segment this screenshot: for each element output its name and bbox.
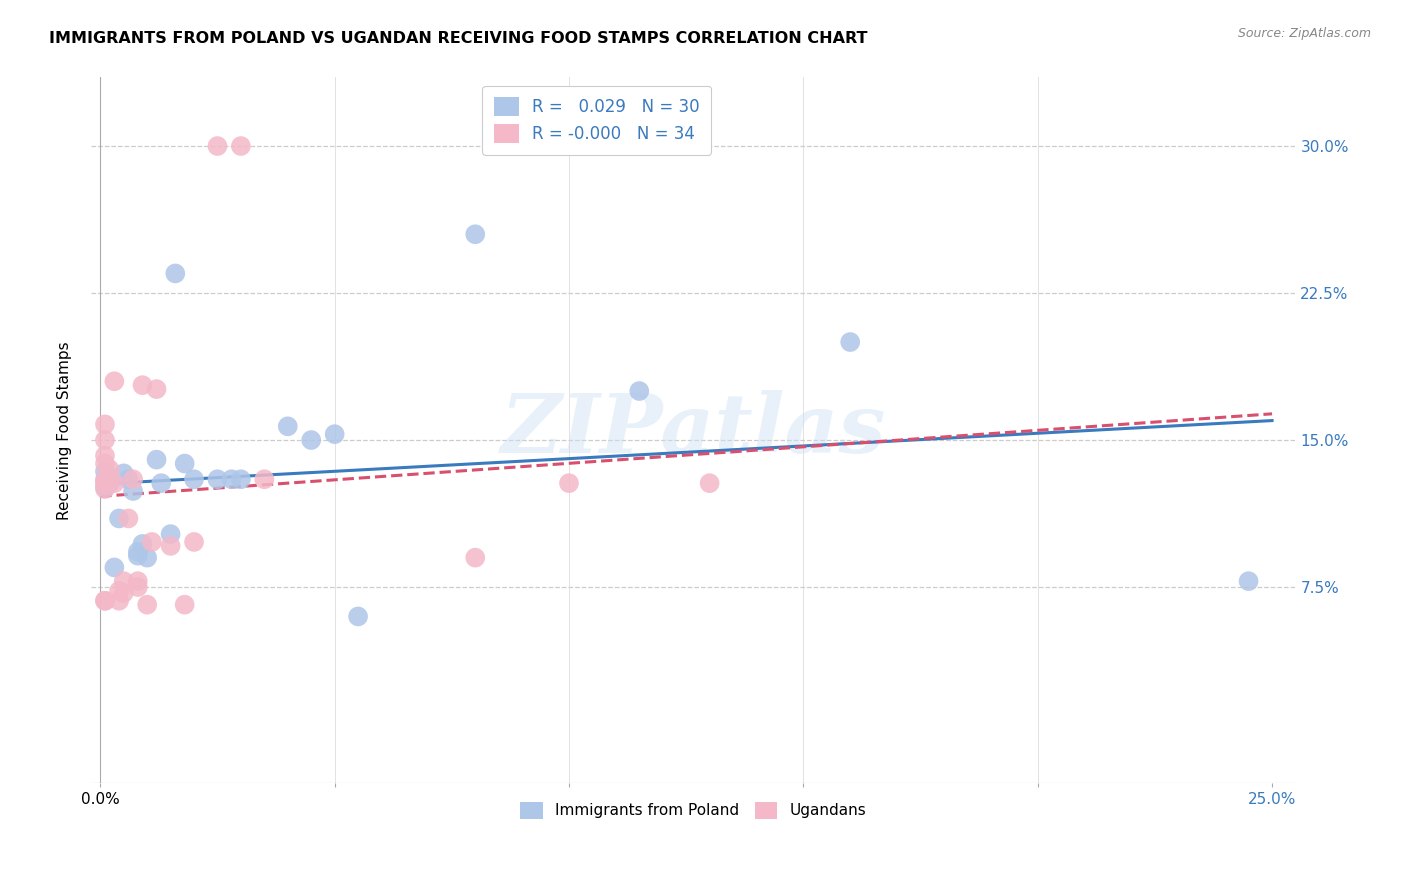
Point: [323, 427, 346, 442]
Point: [173, 598, 195, 612]
Point: [94, 464, 117, 478]
Text: Source: ZipAtlas.com: Source: ZipAtlas.com: [1237, 27, 1371, 40]
Point: [839, 334, 862, 349]
Point: [699, 476, 721, 491]
Point: [558, 476, 581, 491]
Text: ZIPatlas: ZIPatlas: [501, 390, 886, 470]
Point: [173, 457, 195, 471]
Point: [112, 574, 135, 589]
Point: [141, 535, 163, 549]
Point: [94, 593, 117, 607]
Point: [347, 609, 370, 624]
Point: [94, 449, 117, 463]
Point: [94, 472, 117, 486]
Point: [98, 472, 121, 486]
Point: [127, 545, 149, 559]
Point: [136, 550, 159, 565]
Point: [136, 598, 159, 612]
Point: [628, 384, 651, 398]
Point: [103, 374, 125, 388]
Point: [159, 539, 181, 553]
Point: [103, 476, 125, 491]
Point: [131, 378, 153, 392]
Point: [145, 452, 167, 467]
Point: [165, 267, 187, 281]
Point: [122, 472, 145, 486]
Point: [112, 586, 135, 600]
Point: [98, 462, 121, 476]
Point: [464, 550, 486, 565]
Point: [94, 593, 117, 607]
Point: [117, 472, 139, 486]
Point: [112, 467, 135, 481]
Point: [1237, 574, 1260, 589]
Point: [94, 417, 117, 432]
Point: [127, 574, 149, 589]
Point: [183, 472, 205, 486]
Point: [229, 472, 252, 486]
Point: [103, 560, 125, 574]
Point: [122, 483, 145, 498]
Legend: Immigrants from Poland, Ugandans: Immigrants from Poland, Ugandans: [513, 796, 873, 825]
Point: [94, 433, 117, 447]
Point: [108, 584, 131, 599]
Point: [221, 472, 243, 486]
Point: [98, 476, 121, 491]
Point: [94, 480, 117, 494]
Point: [253, 472, 276, 486]
Point: [117, 511, 139, 525]
Point: [207, 472, 229, 486]
Point: [277, 419, 299, 434]
Point: [127, 580, 149, 594]
Point: [94, 474, 117, 488]
Point: [94, 476, 117, 491]
Point: [145, 382, 167, 396]
Point: [150, 476, 173, 491]
Text: IMMIGRANTS FROM POLAND VS UGANDAN RECEIVING FOOD STAMPS CORRELATION CHART: IMMIGRANTS FROM POLAND VS UGANDAN RECEIV…: [49, 31, 868, 46]
Point: [94, 457, 117, 471]
Point: [94, 482, 117, 496]
Point: [108, 593, 131, 607]
Point: [207, 139, 229, 153]
Y-axis label: Receiving Food Stamps: Receiving Food Stamps: [58, 341, 72, 519]
Point: [299, 433, 322, 447]
Point: [159, 527, 181, 541]
Point: [127, 549, 149, 563]
Point: [131, 537, 153, 551]
Point: [464, 227, 486, 242]
Point: [183, 535, 205, 549]
Point: [229, 139, 252, 153]
Point: [108, 511, 131, 525]
